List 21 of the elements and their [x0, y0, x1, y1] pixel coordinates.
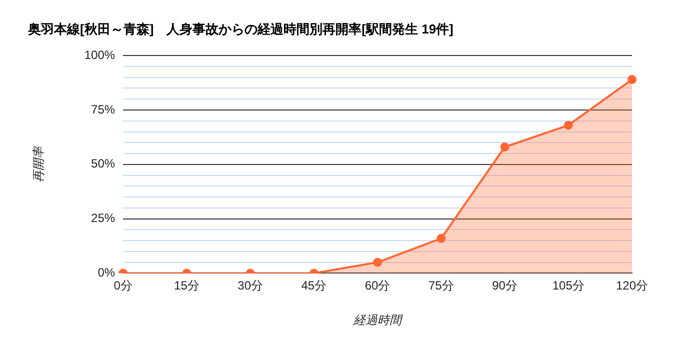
- point: [564, 120, 573, 130]
- point: [628, 75, 636, 84]
- x-tick-label: 15分: [174, 278, 200, 293]
- chart-title: 奥羽本線[秋田～青森] 人身事故からの経過時間別再開率[駅間発生 19件]: [27, 21, 454, 36]
- x-tick-label: 105分: [552, 278, 584, 293]
- y-tick-label: 0%: [98, 266, 116, 280]
- y-tick-label: 100%: [84, 48, 116, 62]
- x-tick-label: 75分: [428, 278, 454, 293]
- y-tick-label: 75%: [91, 102, 116, 116]
- x-tick-label: 120分: [616, 278, 648, 293]
- y-axis-title: 再開率: [32, 144, 46, 182]
- x-axis-title: 経過時間: [352, 313, 404, 328]
- x-tick-label: 90分: [492, 278, 518, 293]
- x-tick-label: 0分: [114, 278, 132, 293]
- y-tick-label: 50%: [91, 156, 116, 171]
- x-tick-label: 60分: [364, 278, 390, 293]
- x-tick-label: 45分: [301, 278, 327, 293]
- point: [436, 234, 446, 243]
- x-tick-label: 30分: [238, 278, 263, 293]
- point: [500, 142, 510, 152]
- y-tick-label: 25%: [91, 211, 116, 226]
